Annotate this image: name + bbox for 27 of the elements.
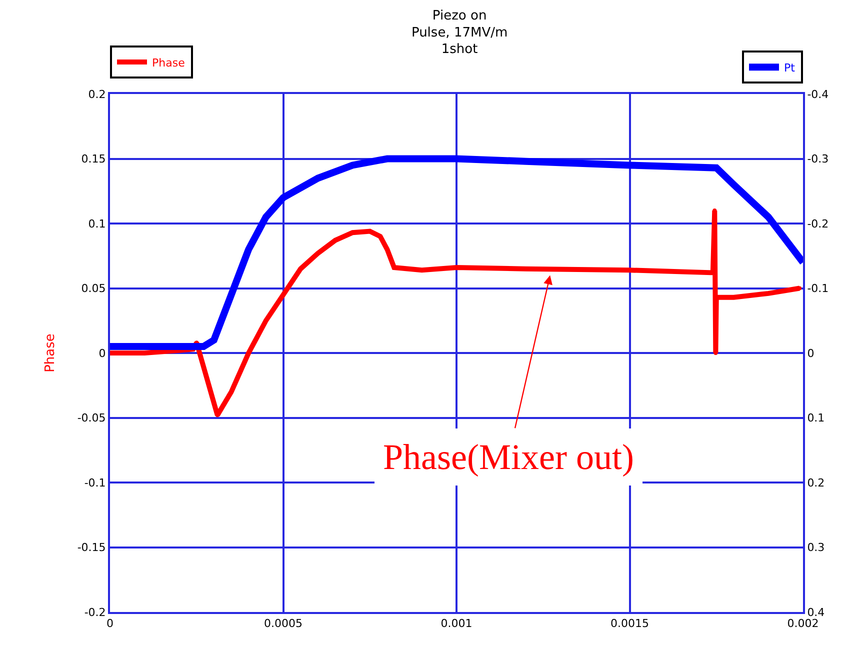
y2-tick-label: -0.2 [807, 217, 829, 230]
y2-tick-label: 0.2 [807, 476, 825, 490]
y2-tick-label: -0.3 [807, 152, 829, 166]
legend-label: Phase [152, 56, 186, 70]
y2-tick-label: 0.4 [807, 606, 825, 619]
y-axis-title: Phase [42, 334, 58, 372]
y-tick-label: -0.2 [84, 606, 106, 619]
y-tick-label: 0.2 [88, 88, 106, 101]
annotation: Phase(Mixer out) [383, 437, 634, 477]
y-tick-label: -0.1 [84, 476, 106, 490]
y-tick-label: 0.05 [81, 282, 106, 296]
x-tick-label: 0.002 [787, 617, 819, 630]
y-tick-label: 0 [98, 346, 106, 360]
y-tick-label: 0.15 [81, 152, 106, 166]
y2-tick-label: -0.1 [807, 282, 829, 296]
y-tick-label: -0.15 [77, 541, 106, 554]
y-tick-label: -0.05 [77, 412, 106, 425]
y2-tick-label: -0.4 [807, 88, 829, 101]
y2-tick-label: 0.1 [807, 412, 825, 425]
x-tick-label: 0.0015 [610, 617, 649, 630]
chart-title: Piezo on Pulse, 17MV/m 1shot [411, 8, 508, 58]
y2-tick-label: 0.3 [807, 541, 825, 554]
legend-label: Pt [784, 61, 796, 74]
y-tick-label: 0.1 [88, 217, 106, 230]
x-tick-label: 0.001 [440, 617, 472, 630]
x-tick-label: 0.0005 [264, 617, 302, 630]
y2-tick-label: 0 [807, 346, 814, 360]
